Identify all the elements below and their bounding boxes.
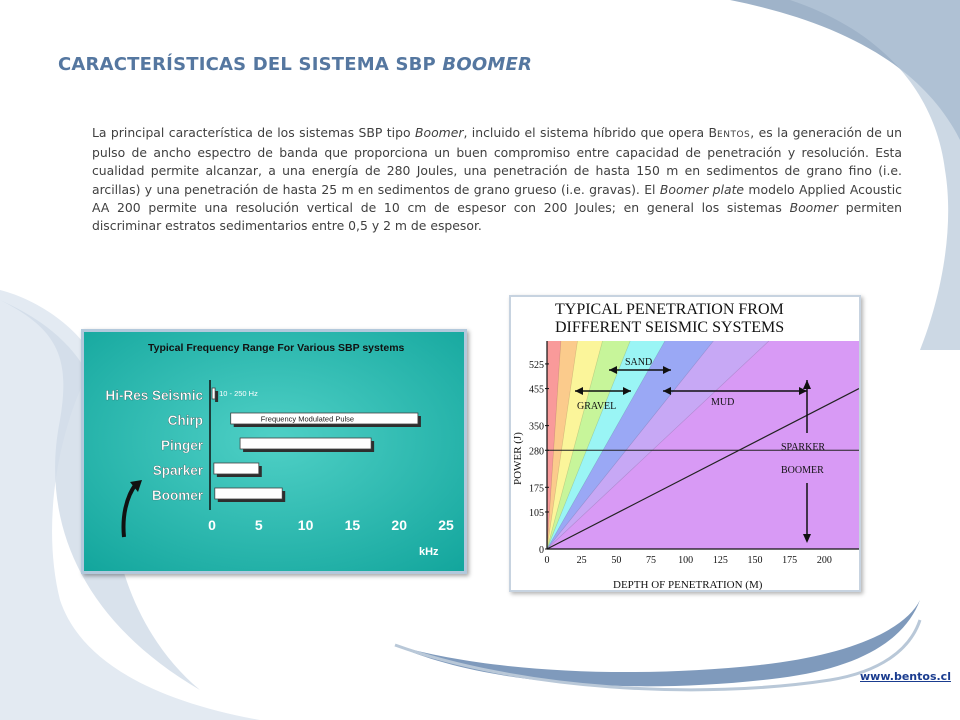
annotation-sparker: SPARKER: [781, 442, 825, 453]
penetration-figure: TYPICAL PENETRATION FROM DIFFERENT SEISM…: [509, 295, 861, 592]
x-tick-label: 200: [817, 555, 832, 566]
x-tick-label: 125: [713, 555, 728, 566]
annotation-sand: SAND: [625, 357, 652, 368]
x-tick-label: 25: [577, 555, 587, 566]
bar: [211, 387, 216, 400]
bar: [214, 487, 283, 500]
sparker-arrow-head: [803, 380, 811, 389]
x-tick-label: 75: [646, 555, 656, 566]
penetration-chart: TYPICAL PENETRATION FROM DIFFERENT SEISM…: [511, 297, 859, 590]
arrow-head: [130, 480, 142, 492]
bar-category-label: Boomer: [152, 488, 204, 503]
boomer-arrow-head: [803, 534, 811, 543]
band-edge: [546, 340, 631, 550]
frequency-range-figure: Typical Frequency Range For Various SBP …: [81, 329, 467, 574]
y-axis-title: POWER (J): [512, 432, 524, 485]
x-tick-label: 0: [545, 555, 550, 566]
mud-arrow-head-left: [663, 387, 671, 395]
description-paragraph: La principal característica de los siste…: [92, 125, 903, 234]
bar-shadow: [215, 391, 219, 402]
annotation-gravel: GRAVEL: [577, 401, 616, 412]
x-tick-label: 175: [782, 555, 797, 566]
mud-arrow-head-right: [799, 387, 807, 395]
band-edge: [546, 340, 603, 550]
x-tick-label: 10: [298, 517, 314, 533]
annotation-boomer: BOOMER: [781, 465, 824, 476]
band-edge: [546, 340, 770, 550]
bar-category-label: Chirp: [168, 413, 203, 428]
band-edge: [546, 340, 666, 550]
band-edge: [546, 340, 578, 550]
sand-arrow-head-right: [663, 366, 671, 374]
y-tick-label: 175: [529, 483, 544, 494]
y-tick-label: 0: [539, 545, 544, 556]
chart-title-line1: TYPICAL PENETRATION FROM: [555, 301, 784, 318]
page-title: CARACTERÍSTICAS DEL SISTEMA SBP BOOMER: [58, 54, 533, 75]
y-tick-label: 525: [529, 360, 544, 371]
x-tick-label: 15: [345, 517, 361, 533]
y-tick-label: 455: [529, 385, 544, 396]
y-tick-label: 105: [529, 508, 544, 519]
band-edge: [546, 340, 714, 550]
website-link[interactable]: www.bentos.cl: [860, 670, 951, 683]
x-tick-label: 20: [391, 517, 407, 533]
x-tick-label: 25: [438, 517, 454, 533]
x-tick-label: 5: [255, 517, 263, 533]
x-tick-label: 100: [678, 555, 693, 566]
chart-title-line2: DIFFERENT SEISMIC SYSTEMS: [555, 319, 784, 336]
x-axis-title: DEPTH OF PENETRATION (M): [613, 579, 763, 590]
x-axis-unit: kHz: [419, 546, 439, 558]
arrow-curve: [121, 482, 138, 538]
bar-data-label: 10 - 250 Hz: [219, 389, 258, 398]
x-tick-label: 150: [748, 555, 763, 566]
annotation-mud: MUD: [711, 397, 734, 408]
bar-data-label: Frequency Modulated Pulse: [261, 415, 354, 424]
x-tick-label: 50: [611, 555, 621, 566]
chart-title: Typical Frequency Range For Various SBP …: [148, 342, 405, 354]
gravel-arrow-head-left: [575, 387, 583, 395]
y-tick-label: 350: [529, 422, 544, 433]
sand-arrow-head-left: [609, 366, 617, 374]
y-tick-label: 280: [529, 446, 544, 457]
bar-category-label: Hi-Res Seismic: [105, 388, 203, 403]
band-edge: [546, 340, 562, 550]
bar: [213, 462, 260, 475]
x-tick-label: 0: [208, 517, 216, 533]
bar: [239, 437, 372, 450]
bar-category-label: Sparker: [153, 463, 204, 478]
frequency-range-chart: Typical Frequency Range For Various SBP …: [84, 332, 464, 571]
bar: [230, 412, 419, 425]
bar-category-label: Pinger: [161, 438, 204, 453]
gravel-arrow-head-right: [623, 387, 631, 395]
